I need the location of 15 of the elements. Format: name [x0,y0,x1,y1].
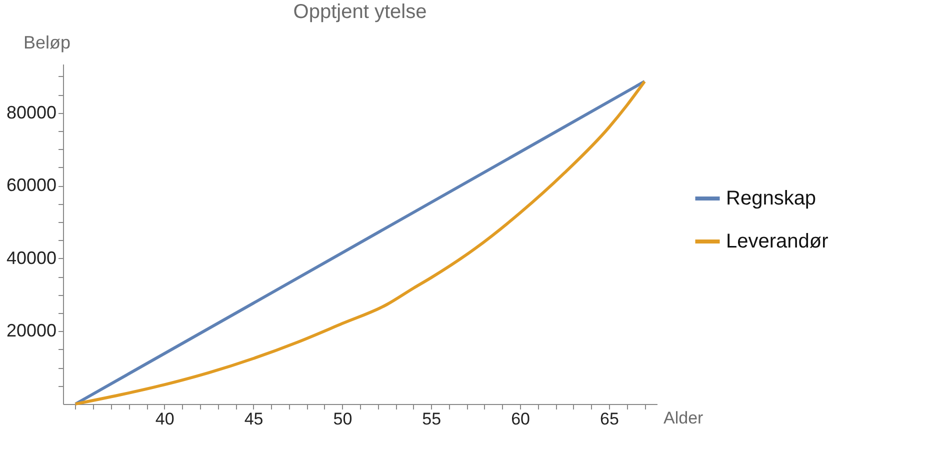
x-tick-label: 40 [155,410,174,428]
y-tick-label: 80000 [6,102,56,122]
y-tick-label: 20000 [6,320,56,341]
legend-label: Regnskap [726,188,816,210]
chart-title: Opptjent ytelse [293,1,427,23]
y-tick-label: 60000 [6,175,56,196]
x-tick-label: 60 [511,410,530,428]
x-tick-label: 45 [244,410,264,428]
y-tick-label: 40000 [6,248,56,268]
x-tick-label: 55 [422,410,442,428]
legend-label: Leverandør [726,230,829,252]
y-axis-title: Beløp [24,32,71,52]
x-axis-title: Alder [664,408,704,428]
x-tick-label: 65 [600,410,619,428]
x-tick-label: 50 [333,410,352,428]
